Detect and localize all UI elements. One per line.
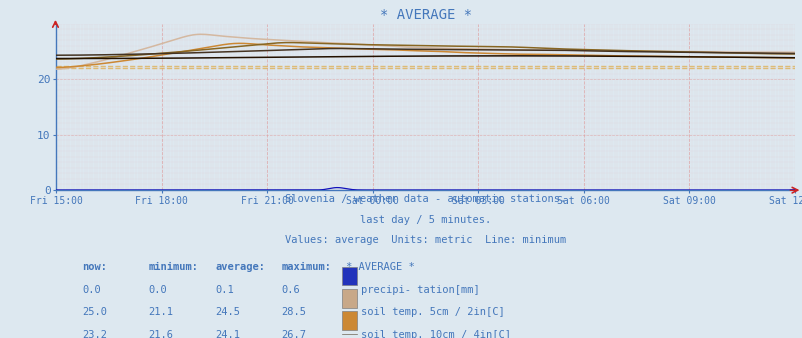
Text: 23.2: 23.2: [82, 330, 107, 338]
Bar: [342, 289, 356, 308]
Text: 21.1: 21.1: [148, 307, 173, 317]
Text: soil temp. 5cm / 2in[C]: soil temp. 5cm / 2in[C]: [360, 307, 504, 317]
Text: 0.0: 0.0: [82, 285, 101, 295]
Text: Values: average  Units: metric  Line: minimum: Values: average Units: metric Line: mini…: [285, 235, 565, 245]
Text: 25.0: 25.0: [82, 307, 107, 317]
Text: last day / 5 minutes.: last day / 5 minutes.: [359, 215, 491, 224]
Text: * AVERAGE *: * AVERAGE *: [346, 262, 414, 272]
Text: 0.6: 0.6: [282, 285, 300, 295]
Text: average:: average:: [215, 262, 265, 272]
Text: 24.5: 24.5: [215, 307, 240, 317]
Text: 0.1: 0.1: [215, 285, 233, 295]
Text: Slovenia / weather data - automatic stations.: Slovenia / weather data - automatic stat…: [285, 194, 565, 204]
Text: now:: now:: [82, 262, 107, 272]
Title: * AVERAGE *: * AVERAGE *: [379, 8, 471, 23]
Text: 24.1: 24.1: [215, 330, 240, 338]
Text: 26.7: 26.7: [282, 330, 306, 338]
Text: maximum:: maximum:: [282, 262, 331, 272]
Bar: [342, 312, 356, 330]
Text: 28.5: 28.5: [282, 307, 306, 317]
Text: precipi- tation[mm]: precipi- tation[mm]: [360, 285, 479, 295]
Text: soil temp. 10cm / 4in[C]: soil temp. 10cm / 4in[C]: [360, 330, 510, 338]
Bar: [342, 334, 356, 338]
Text: minimum:: minimum:: [148, 262, 198, 272]
Bar: [342, 267, 356, 286]
Text: 21.6: 21.6: [148, 330, 173, 338]
Text: 0.0: 0.0: [148, 285, 167, 295]
